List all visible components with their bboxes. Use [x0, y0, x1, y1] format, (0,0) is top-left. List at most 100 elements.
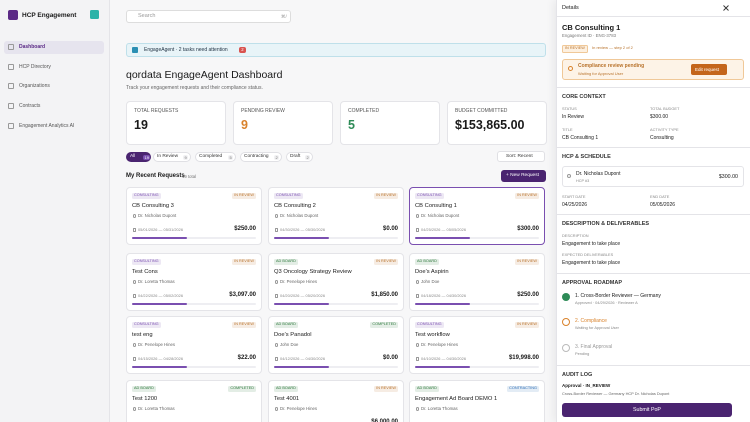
- request-card[interactable]: [409, 380, 545, 422]
- card-hcp: John Doe: [421, 279, 440, 284]
- field-label: ACTIVITY TYPE: [650, 127, 679, 132]
- close-icon[interactable]: [722, 4, 730, 12]
- card-hcp: Dr. Penelope Hines: [280, 279, 318, 284]
- edit-button[interactable]: [691, 64, 727, 75]
- request-card[interactable]: [126, 187, 262, 245]
- sort-box[interactable]: [497, 151, 545, 162]
- progress-track: [132, 237, 256, 239]
- request-card[interactable]: [409, 187, 545, 245]
- step-sub: Waiting for Approval User: [575, 325, 619, 330]
- card-hcp: Dr. Penelope Hines: [280, 406, 318, 411]
- card-hcp: Dr. Penelope Hines: [138, 342, 176, 347]
- stat-label: BUDGET COMMITTED: [455, 108, 508, 114]
- section-heading[interactable]: AUDIT LOG: [562, 372, 593, 378]
- step-sub: Pending: [575, 351, 590, 356]
- apps-icon[interactable]: [90, 10, 99, 19]
- submit-button[interactable]: [562, 403, 732, 417]
- page-title: qordata EngageAgent Dashboard: [126, 69, 283, 81]
- request-card[interactable]: [126, 253, 262, 311]
- calendar-icon: [132, 294, 136, 298]
- request-card[interactable]: [126, 316, 262, 374]
- field-label: STATUS: [562, 106, 577, 111]
- nav-icon: [8, 63, 14, 70]
- field-value: 05/05/2026: [650, 202, 676, 208]
- type-badge: CONSULTING: [132, 193, 161, 199]
- nav-item[interactable]: Contracts: [19, 102, 41, 109]
- section-heading[interactable]: CORE CONTEXT: [562, 94, 606, 100]
- request-card[interactable]: [268, 316, 404, 374]
- request-card[interactable]: [409, 316, 545, 374]
- hcp-amount: $300.00: [718, 174, 738, 180]
- status-badge: IN REVIEW: [374, 193, 398, 199]
- divider: [556, 147, 750, 148]
- type-badge: AD BOARD: [415, 259, 439, 265]
- person-icon: [132, 280, 136, 284]
- request-card[interactable]: [268, 253, 404, 311]
- filter-pill[interactable]: [240, 152, 282, 162]
- stat-card: [233, 101, 333, 145]
- progress-track: [415, 303, 539, 305]
- banner[interactable]: [126, 43, 546, 57]
- step-icon: [562, 293, 570, 301]
- stat-label: TOTAL REQUESTS: [134, 108, 179, 114]
- banner-badge: [239, 47, 246, 53]
- new-button[interactable]: [501, 170, 546, 182]
- submit-label: Submit PoP: [633, 407, 661, 413]
- card-title: test eng: [132, 332, 153, 338]
- nav-icon: [8, 122, 14, 129]
- person-icon: [415, 280, 419, 284]
- section-heading[interactable]: DESCRIPTION & DELIVERABLES: [562, 221, 650, 227]
- field-value: In Review: [562, 114, 584, 120]
- nav-item[interactable]: HCP Directory: [19, 63, 51, 70]
- request-card[interactable]: [126, 380, 262, 422]
- nav-item[interactable]: Dashboard: [19, 43, 46, 50]
- type-badge: AD BOARD: [274, 322, 298, 328]
- card-dates: 04/20/2026 — 05/20/2026: [280, 293, 325, 298]
- card-title: Doe's Aspirin: [415, 269, 449, 275]
- filter-pill[interactable]: [126, 152, 151, 162]
- section-heading[interactable]: HCP & SCHEDULE: [562, 154, 611, 160]
- request-card[interactable]: [409, 253, 545, 311]
- nav-item[interactable]: Engagement Analytics AI: [19, 122, 75, 129]
- stat-card: [340, 101, 440, 145]
- filter-pill[interactable]: [195, 152, 236, 162]
- request-card[interactable]: [268, 380, 404, 422]
- status-badge: IN REVIEW: [374, 386, 398, 392]
- filter-label: Completed: [199, 153, 223, 159]
- calendar-icon: [274, 294, 278, 298]
- list-total: 19 total: [182, 173, 197, 179]
- filter-pill[interactable]: [153, 152, 191, 162]
- alert-text: Waiting for Approval User: [578, 71, 624, 76]
- person-icon: [132, 343, 136, 347]
- banner-count: 2: [241, 47, 244, 52]
- card-dates: 04/12/2026 — 04/30/2026: [280, 356, 325, 361]
- calendar-icon: [132, 228, 136, 232]
- card-title: CB Consulting 1: [415, 203, 457, 209]
- type-badge: CONSULTING: [132, 322, 161, 328]
- nav-icon: [8, 83, 14, 90]
- person-icon: [274, 214, 278, 218]
- filter-count: 9: [183, 154, 189, 160]
- card-title: Test Cons: [132, 269, 158, 275]
- filter-label: In Review: [157, 153, 179, 159]
- alert-icon: [568, 66, 573, 71]
- alert-title: Compliance review pending: [578, 63, 645, 69]
- logo: [8, 10, 18, 20]
- list-title: My Recent Requests: [126, 173, 185, 179]
- type-badge: AD BOARD: [132, 386, 156, 392]
- type-badge: AD BOARD: [274, 386, 298, 392]
- stat-value: 19: [134, 118, 148, 132]
- card-title: Test 4001: [274, 396, 300, 402]
- stat-value: $153,865.00: [455, 118, 525, 132]
- card-hcp: John Doe: [280, 342, 299, 347]
- search-box[interactable]: [126, 10, 291, 23]
- section-heading[interactable]: APPROVAL ROADMAP: [562, 280, 622, 286]
- calendar-icon: [274, 228, 278, 232]
- card-title: Doe's Panadol: [274, 332, 312, 338]
- request-card[interactable]: [268, 187, 404, 245]
- card-amount: $250.00: [234, 225, 256, 232]
- person-icon: [132, 407, 136, 411]
- filter-pill[interactable]: [286, 152, 313, 162]
- card-title: Engagement Ad Board DEMO 1: [415, 396, 498, 402]
- nav-item[interactable]: Organizations: [19, 83, 50, 90]
